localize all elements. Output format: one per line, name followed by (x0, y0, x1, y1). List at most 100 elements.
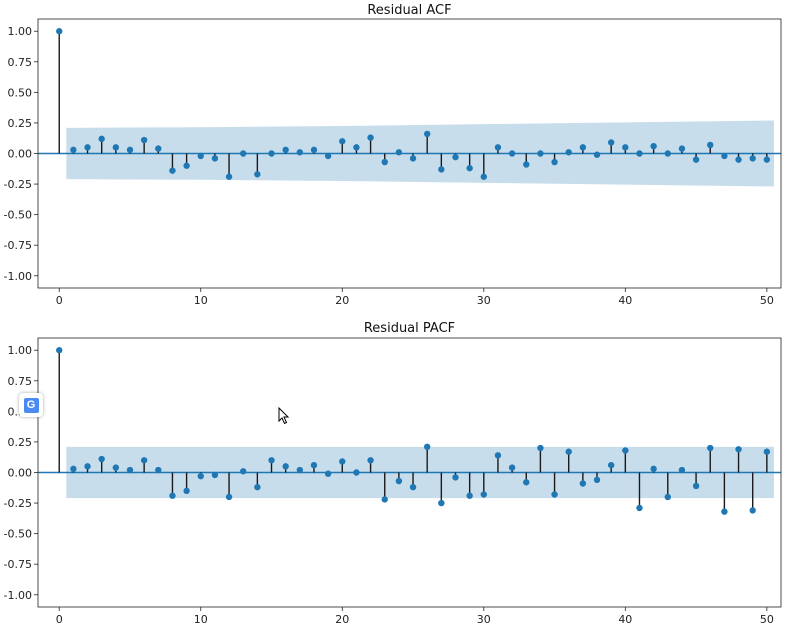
data-point (98, 135, 105, 143)
x-tick-label: 20 (335, 294, 349, 307)
data-point (112, 144, 120, 151)
data-point (169, 167, 176, 174)
data-point (197, 152, 204, 160)
acf-panel: Residual ACF 1.00 0.75 0.50 0.25 0.00 -0.25 -0.… (4, 3, 782, 307)
data-point (678, 145, 686, 152)
data-point (367, 457, 374, 464)
data-point (565, 448, 572, 455)
data-point (310, 461, 318, 469)
data-point (296, 466, 304, 474)
data-point (650, 142, 657, 150)
data-point (268, 457, 275, 464)
y-tick-label: -0.50 (4, 209, 32, 222)
data-point (282, 463, 289, 470)
chart-title: Residual ACF (367, 3, 451, 18)
data-point (296, 149, 304, 156)
data-point (551, 491, 558, 498)
data-point (636, 150, 643, 157)
x-tick-label: 50 (760, 613, 774, 626)
data-point (438, 499, 445, 507)
y-tick-label: 0.75 (8, 375, 33, 388)
y-tick-label: 0.25 (8, 436, 33, 449)
data-point (678, 466, 686, 474)
y-tick-label: 0.25 (8, 117, 33, 130)
data-point (763, 156, 771, 163)
data-point (537, 150, 544, 157)
data-point (494, 452, 502, 459)
data-point (692, 482, 700, 490)
arrow-cursor-icon (278, 407, 290, 425)
data-point (98, 455, 105, 463)
y-tick-label: 0.50 (8, 86, 33, 99)
pacf-panel: Residual PACF1.000.750.500.250.00-0.25-0… (4, 321, 782, 626)
data-point (211, 155, 219, 162)
data-point (523, 161, 530, 168)
y-tick-label: 0.00 (8, 467, 33, 480)
data-point (423, 130, 431, 138)
data-point (664, 493, 671, 501)
data-point (367, 134, 374, 141)
data-point (721, 508, 728, 515)
y-tick-label: -0.75 (4, 239, 32, 252)
data-point (622, 447, 629, 454)
data-point (84, 144, 91, 151)
data-point (607, 139, 615, 146)
data-point (565, 149, 572, 156)
x-tick-label: 40 (618, 613, 632, 626)
data-point (169, 492, 176, 499)
data-point (197, 472, 204, 480)
data-point (452, 153, 459, 161)
data-point (622, 144, 629, 151)
data-point (466, 492, 473, 499)
data-point (211, 471, 219, 479)
data-point (140, 136, 148, 144)
data-point (438, 166, 445, 173)
data-point (339, 138, 346, 145)
y-tick-label: -0.25 (4, 178, 32, 191)
x-tick-label: 0 (56, 613, 63, 626)
data-point (155, 145, 162, 152)
data-point (112, 464, 120, 471)
data-point (56, 28, 63, 35)
data-point (707, 141, 714, 149)
data-point (423, 443, 431, 451)
data-point (254, 483, 261, 491)
translate-badge[interactable]: G (19, 393, 43, 417)
data-point (749, 507, 756, 514)
data-point (70, 146, 77, 154)
x-tick-label: 50 (760, 294, 774, 307)
data-point (692, 156, 700, 163)
x-tick-label: 20 (335, 613, 349, 626)
chart-title: Residual PACF (364, 321, 455, 336)
data-point (353, 469, 360, 476)
data-point (395, 149, 403, 156)
x-tick-label: 30 (477, 613, 491, 626)
x-tick-label: 0 (56, 294, 63, 307)
y-tick-label: 1.00 (8, 25, 33, 38)
data-point (721, 152, 728, 160)
data-point (707, 444, 714, 452)
data-point (409, 155, 417, 162)
y-tick-label: 1.00 (8, 344, 33, 357)
data-point (56, 347, 63, 354)
data-point (579, 480, 587, 487)
data-point (240, 468, 247, 475)
data-point (508, 150, 516, 157)
data-point (593, 151, 601, 158)
data-point (452, 474, 459, 481)
data-point (508, 464, 516, 471)
data-point (523, 479, 530, 486)
data-point (140, 457, 148, 464)
data-point (480, 173, 487, 180)
data-point (183, 162, 190, 169)
x-tick-label: 40 (618, 294, 632, 307)
data-point (339, 458, 346, 465)
data-point (183, 487, 190, 495)
data-point (593, 476, 601, 484)
y-tick-label: -0.75 (4, 558, 32, 571)
data-point (381, 496, 388, 503)
x-tick-label: 30 (477, 294, 491, 307)
data-point (268, 150, 275, 157)
y-tick-label: 0.00 (8, 148, 33, 161)
